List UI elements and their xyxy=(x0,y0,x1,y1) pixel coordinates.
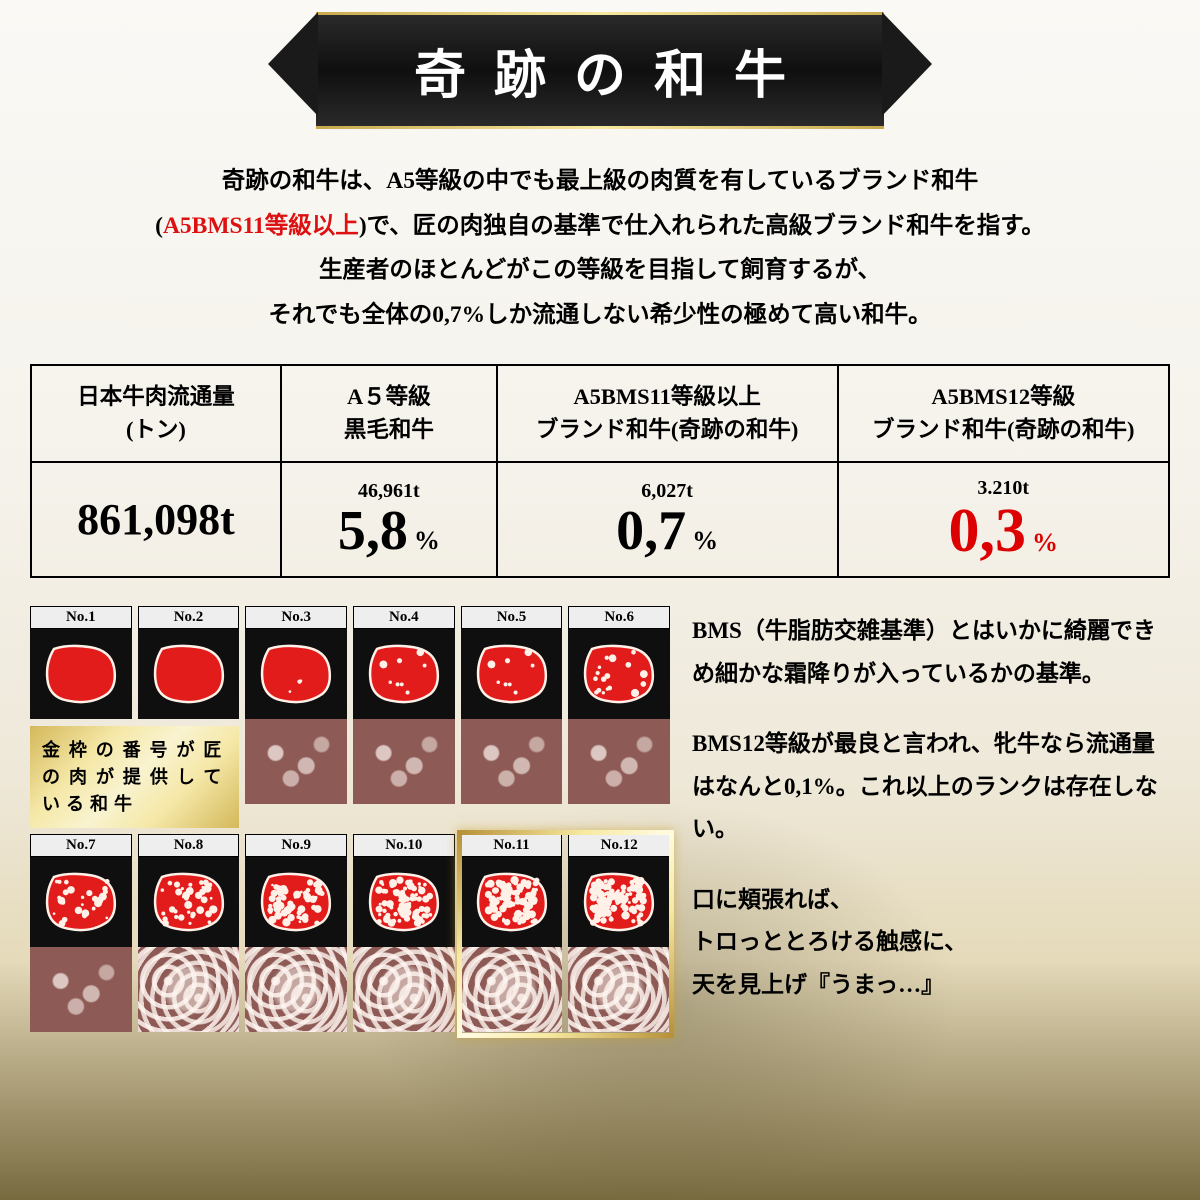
bms-cell: No.4 xyxy=(353,606,455,828)
table-cell-bms11: 6,027t 0,7% xyxy=(498,463,839,576)
table-header: A5BMS12等級 ブランド和牛(奇跡の和牛) xyxy=(839,366,1168,462)
table-data-row: 861,098t 46,961t 5,8% 6,027t 0,7% 3.210t… xyxy=(32,461,1168,576)
bms-cell: No.8 xyxy=(138,834,240,1034)
percent-unit: % xyxy=(692,526,718,556)
title-banner: 奇跡の和牛 xyxy=(0,0,1200,129)
table-header-row: 日本牛肉流通量 (トン) A５等級 黒毛和牛 A5BMS11等級以上 ブランド和… xyxy=(32,366,1168,462)
bms-label: No.1 xyxy=(30,606,132,629)
bms-diagram xyxy=(138,857,240,947)
bms-label: No.9 xyxy=(245,834,347,857)
bms-diagram xyxy=(461,857,563,947)
bms-diagram xyxy=(30,629,132,719)
bms-diagram xyxy=(568,629,670,719)
table-cell-total: 861,098t xyxy=(32,463,282,576)
gold-note: 金枠の番号が匠の肉が提供している和牛 xyxy=(30,726,239,828)
desc-p2: BMS12等級が最良と言われ、牝牛なら流通量はなんと0,1%。これ以上のランクは… xyxy=(692,723,1170,851)
desc-p1: BMS（牛脂肪交雑基準）とはいかに綺麗できめ細かな霜降りが入っているかの基準。 xyxy=(692,610,1170,695)
total-value: 861,098t xyxy=(77,494,235,545)
intro-highlight: A5BMS11等級以上 xyxy=(163,213,359,239)
bms-label: No.2 xyxy=(138,606,240,629)
bms-cell: No.7 xyxy=(30,834,132,1034)
bms-cell: No.2 xyxy=(138,606,240,720)
table-header: A５等級 黒毛和牛 xyxy=(282,366,498,462)
distribution-table: 日本牛肉流通量 (トン) A５等級 黒毛和牛 A5BMS11等級以上 ブランド和… xyxy=(30,364,1170,579)
intro-line3: 生産者のほとんどがこの等級を目指して飼育するが、 xyxy=(319,257,881,283)
bms-cell: No.9 xyxy=(245,834,347,1034)
bms-photo xyxy=(245,947,347,1032)
desc-p3: 口に頬張れば、 トロっととろける触感に、 天を見上げ『うまっ…』 xyxy=(692,879,1170,1007)
table-cell-bms12: 3.210t 0,3% xyxy=(839,463,1168,576)
bms-label: No.4 xyxy=(353,606,455,629)
bms-grid: No.1 No.2 No.3 No.4 No.5 No.6 金枠の番号が匠の肉が… xyxy=(30,606,670,1034)
bms-photo xyxy=(568,719,670,804)
bms-photo xyxy=(245,719,347,804)
bms-description: BMS（牛脂肪交雑基準）とはいかに綺麗できめ細かな霜降りが入っているかの基準。 … xyxy=(692,606,1170,1034)
percent-unit: % xyxy=(1032,528,1058,558)
bms-label: No.5 xyxy=(461,606,563,629)
table-header: 日本牛肉流通量 (トン) xyxy=(32,366,282,462)
bms-photo xyxy=(30,947,132,1032)
bms-diagram xyxy=(353,857,455,947)
bms-label: No.10 xyxy=(353,834,455,857)
intro-line4: それでも全体の0,7%しか流通しない希少性の極めて高い和牛。 xyxy=(268,302,931,328)
bms-cell: No.11 xyxy=(461,834,563,1034)
bms-label: No.7 xyxy=(30,834,132,857)
bms-photo xyxy=(461,947,563,1032)
cell-percent: 0,3 xyxy=(949,500,1027,562)
bms-photo xyxy=(353,719,455,804)
bms-diagram xyxy=(353,629,455,719)
bms-label: No.6 xyxy=(568,606,670,629)
bms-cell: No.5 xyxy=(461,606,563,828)
intro-line2a: ( xyxy=(155,213,163,239)
bms-label: No.12 xyxy=(568,834,670,857)
bms-cell: No.1 xyxy=(30,606,132,720)
bms-cell: No.12 xyxy=(568,834,670,1034)
bms-cell: No.3 xyxy=(245,606,347,828)
bms-diagram xyxy=(245,629,347,719)
bms-cell: No.10 xyxy=(353,834,455,1034)
bms-label: No.3 xyxy=(245,606,347,629)
bms-label: No.8 xyxy=(138,834,240,857)
bms-photo xyxy=(353,947,455,1032)
bms-diagram xyxy=(461,629,563,719)
bms-photo xyxy=(461,719,563,804)
bms-diagram xyxy=(245,857,347,947)
table-header: A5BMS11等級以上 ブランド和牛(奇跡の和牛) xyxy=(498,366,839,462)
cell-percent: 0,7 xyxy=(616,503,686,559)
bms-diagram xyxy=(138,629,240,719)
bms-diagram xyxy=(30,857,132,947)
table-cell-a5: 46,961t 5,8% xyxy=(282,463,498,576)
intro-text: 奇跡の和牛は、A5等級の中でも最上級の肉質を有しているブランド和牛 (A5BMS… xyxy=(40,159,1160,338)
percent-unit: % xyxy=(414,526,440,556)
bms-photo xyxy=(138,947,240,1032)
intro-line2b: )で、匠の肉独自の基準で仕入れられた高級ブランド和牛を指す。 xyxy=(359,213,1045,239)
cell-percent: 5,8 xyxy=(338,503,408,559)
bms-cell: No.6 xyxy=(568,606,670,828)
bms-photo xyxy=(568,947,670,1032)
intro-line1: 奇跡の和牛は、A5等級の中でも最上級の肉質を有しているブランド和牛 xyxy=(222,168,979,194)
page-title: 奇跡の和牛 xyxy=(316,12,884,129)
bms-diagram xyxy=(568,857,670,947)
bms-label: No.11 xyxy=(461,834,563,857)
